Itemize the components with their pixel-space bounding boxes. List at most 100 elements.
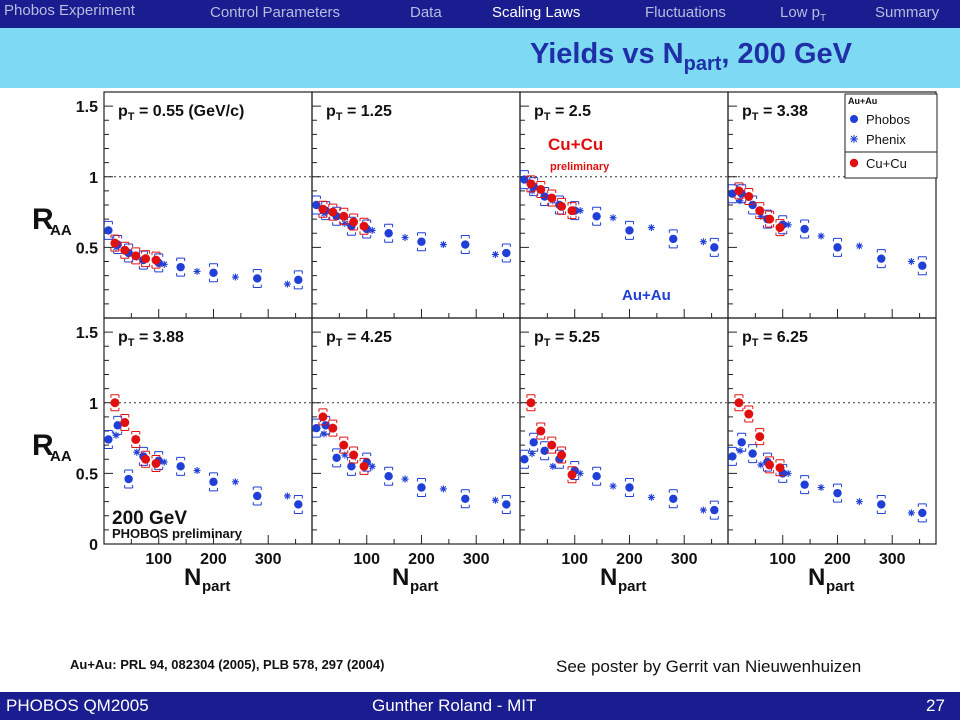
cucu-error-bracket <box>526 175 536 193</box>
phenix-point <box>855 242 863 250</box>
phenix-point <box>528 187 536 195</box>
x-tick-label: 300 <box>255 551 282 568</box>
phobos-error-bracket <box>460 489 470 509</box>
cucu-point <box>744 192 754 202</box>
phenix-point <box>576 207 584 215</box>
nav-low-pt[interactable]: Low pT <box>780 4 827 24</box>
phobos-point <box>592 212 601 221</box>
phobos-point <box>312 423 321 433</box>
footer-conference: PHOBOS QM2005 <box>6 696 149 715</box>
cucu-error-bracket <box>349 446 359 464</box>
phobos-point <box>294 500 303 509</box>
x-axis-label: N <box>392 564 409 591</box>
nav-data[interactable]: Data <box>410 4 442 21</box>
cucu-point <box>151 255 161 265</box>
phenix-point <box>368 226 376 234</box>
x-axis-label: N <box>184 564 201 591</box>
phobos-point <box>104 226 113 235</box>
phobos-point <box>540 446 549 455</box>
nav-fluctuations[interactable]: Fluctuations <box>645 4 726 21</box>
cucu-point <box>557 450 567 460</box>
x-tick-label: 100 <box>145 551 172 568</box>
phobos-error-bracket <box>570 461 580 481</box>
x-axis-label: N <box>600 564 617 591</box>
cucu-error-bracket <box>755 428 765 446</box>
citation-text: Au+Au: PRL 94, 082304 (2005), PLB 578, 2… <box>70 657 385 672</box>
poster-note: See poster by Gerrit van Nieuwenhuizen <box>556 657 862 676</box>
phobos-point <box>737 438 746 447</box>
x-tick-label: 200 <box>824 551 851 568</box>
cucu-error-bracket <box>567 202 577 220</box>
legend-cucu-label: Cu+Cu <box>866 156 907 171</box>
cucu-error-bracket <box>536 180 546 198</box>
cucu-error-bracket <box>775 219 785 237</box>
phobos-error-bracket <box>416 232 426 252</box>
cucu-point <box>328 207 338 217</box>
phobos-point <box>347 462 356 471</box>
x-tick-label: 300 <box>671 551 698 568</box>
phobos-error-bracket <box>416 478 426 497</box>
phobos-point <box>833 488 842 498</box>
phobos-error-bracket <box>917 503 927 523</box>
cucu-error-bracket <box>339 207 349 225</box>
cucu-error-bracket <box>141 250 151 268</box>
phenix-point <box>368 462 376 470</box>
cucu-point <box>536 426 546 436</box>
energy-annotation: 200 GeV <box>112 508 187 529</box>
cucu-error-bracket <box>131 247 141 265</box>
cucu-point <box>349 217 359 227</box>
x-tick-label: 100 <box>561 551 588 568</box>
panel-frame <box>311 317 521 545</box>
cucu-error-bracket <box>110 394 120 412</box>
cucu-point <box>734 186 744 196</box>
phobos-error-bracket <box>293 270 303 290</box>
auau-annotation: Au+Au <box>622 287 671 304</box>
phenix-point <box>491 496 499 504</box>
phenix-point <box>576 469 584 477</box>
phobos-point <box>710 505 719 515</box>
legend-phenix-label: Phenix <box>866 132 906 147</box>
panel-frame <box>519 317 729 545</box>
phenix-point <box>439 485 447 493</box>
cucu-point <box>120 418 130 428</box>
pt-label: pT = 3.88 <box>118 329 184 349</box>
nav-home[interactable]: Phobos Experiment <box>4 2 135 19</box>
nav-control-parameters[interactable]: Control Parameters <box>210 4 341 21</box>
phenix-point <box>609 482 617 490</box>
phobos-error-bracket <box>154 451 164 471</box>
pt-label: pT = 1.25 <box>326 103 392 123</box>
x-tick-label: 300 <box>463 551 490 568</box>
cucu-point <box>318 204 328 214</box>
phobos-error-bracket <box>624 220 634 240</box>
nav-summary[interactable]: Summary <box>875 4 940 21</box>
cucu-error-bracket <box>151 251 161 269</box>
cucu-point <box>141 454 151 464</box>
cucu-error-bracket <box>131 430 141 448</box>
cucu-point <box>339 211 349 221</box>
phobos-error-bracket <box>311 195 321 215</box>
y-axis-label-top-sub: AA <box>50 222 72 239</box>
phobos-point <box>124 474 133 484</box>
cucu-error-bracket <box>547 189 557 207</box>
phenix-point <box>528 450 536 458</box>
phobos-error-bracket <box>668 229 678 249</box>
nav-scaling-laws[interactable]: Scaling Laws <box>492 4 581 21</box>
legend-cucu-marker <box>849 158 859 168</box>
phenix-point <box>736 197 744 205</box>
legend-phobos-label: Phobos <box>866 112 911 127</box>
legend-box <box>844 93 938 179</box>
phobos-error-bracket <box>293 494 303 514</box>
phobos-point <box>176 262 185 272</box>
phobos-point <box>800 224 809 234</box>
cucu-point <box>775 463 785 473</box>
phobos-error-bracket <box>384 223 394 243</box>
cucu-error-bracket <box>734 394 744 412</box>
x-axis-label: N <box>808 564 825 591</box>
cucu-error-bracket <box>151 454 161 472</box>
phobos-error-bracket <box>709 500 719 520</box>
cucu-point <box>536 184 546 194</box>
slide-title: Yields vs Npart, 200 GeV <box>529 38 852 75</box>
phenix-point <box>907 258 915 265</box>
cucu-error-bracket <box>141 450 151 468</box>
phenix-point <box>855 498 863 506</box>
